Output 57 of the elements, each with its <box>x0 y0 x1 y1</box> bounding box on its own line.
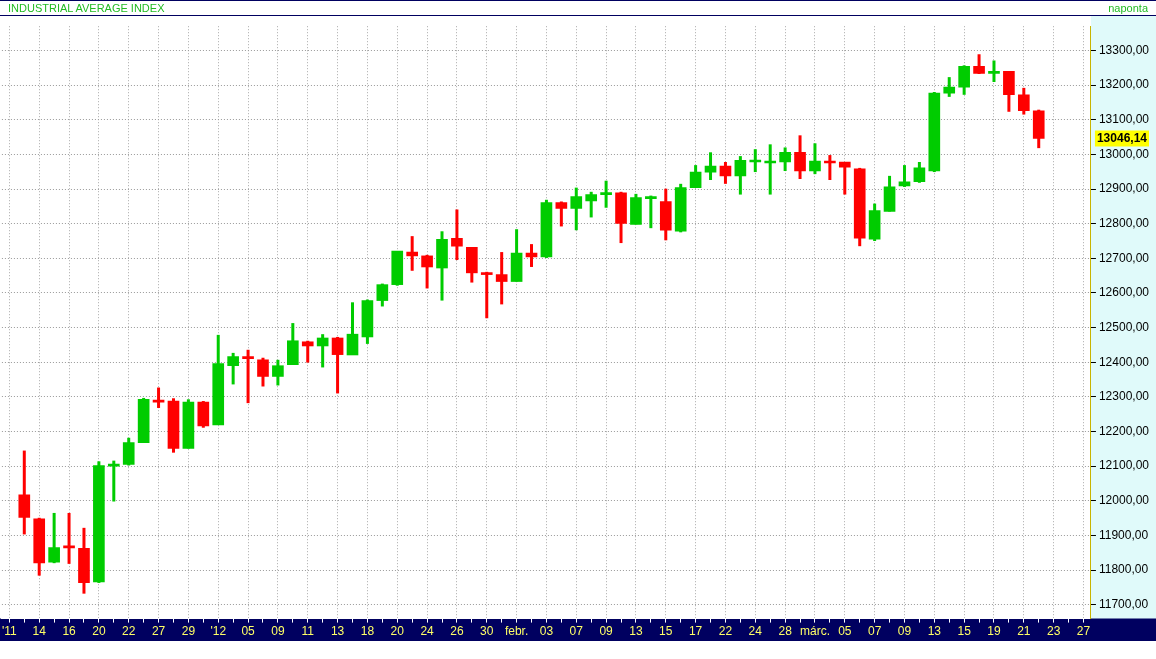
x-tick-label: 22 <box>718 624 733 639</box>
x-tick-label: 14 <box>32 624 47 639</box>
x-tick-label: 17 <box>688 624 703 639</box>
x-tick-label: '11 <box>2 624 18 639</box>
y-tick-label: 13000,00 <box>1098 146 1150 161</box>
x-tick-label: 30 <box>480 624 494 639</box>
y-tick-label: 13300,00 <box>1098 42 1150 57</box>
x-tick-label: 27 <box>151 624 166 639</box>
y-tick-label: 12200,00 <box>1098 423 1150 438</box>
y-tick-label: 12300,00 <box>1098 389 1150 404</box>
y-tick-label: 13200,00 <box>1098 77 1150 92</box>
y-tick-label: 11800,00 <box>1098 562 1149 577</box>
x-tick-label: febr. <box>504 624 529 639</box>
text: naponta <box>1108 2 1148 14</box>
y-tick-label: 12100,00 <box>1098 458 1150 473</box>
x-tick-label: 13 <box>927 624 942 639</box>
x-tick-label: 07 <box>569 624 584 639</box>
y-tick-label: 12800,00 <box>1098 215 1150 230</box>
x-tick-label: 16 <box>62 624 77 639</box>
x-tick-label: 24 <box>748 624 763 639</box>
x-tick-label: 05 <box>838 624 852 639</box>
y-tick-label: 12600,00 <box>1098 285 1150 300</box>
y-tick-label: 12500,00 <box>1098 319 1150 334</box>
x-tick-label: 22 <box>122 624 136 639</box>
chart-title: INDUSTRIAL AVERAGE INDEX <box>8 2 165 14</box>
x-tick-label: 24 <box>420 624 435 639</box>
x-tick-label: 28 <box>778 624 793 639</box>
x-tick-label: 15 <box>957 624 972 639</box>
x-tick-label: '12 <box>210 624 227 639</box>
x-tick-label: 20 <box>92 624 106 639</box>
x-tick-label: 05 <box>241 624 256 639</box>
y-tick-label: 13100,00 <box>1098 112 1150 127</box>
x-tick-label: márc. <box>799 624 830 639</box>
x-tick-label: 15 <box>659 624 673 639</box>
x-tick-label: 13 <box>330 624 345 639</box>
x-tick-label: 09 <box>897 624 912 639</box>
y-tick-label: 12400,00 <box>1098 354 1150 369</box>
x-tick-label: 09 <box>271 624 285 639</box>
x-tick-label: 20 <box>390 624 405 639</box>
y-tick-label: 12000,00 <box>1098 493 1150 508</box>
x-tick-label: 11 <box>301 624 315 639</box>
x-tick-label: 07 <box>867 624 882 639</box>
x-tick-label: 27 <box>1076 624 1091 639</box>
x-tick-label: 13 <box>629 624 643 639</box>
x-tick-label: 09 <box>599 624 614 639</box>
x-tick-label: 21 <box>1017 624 1031 639</box>
x-tick-label: 23 <box>1046 624 1061 639</box>
x-tick-label: 03 <box>539 624 554 639</box>
text: 13046,14 <box>1096 130 1148 145</box>
y-tick-label: 11700,00 <box>1098 597 1149 612</box>
x-tick-label: 26 <box>450 624 464 639</box>
y-tick-label: 11900,00 <box>1098 527 1149 542</box>
x-tick-label: 18 <box>360 624 375 639</box>
x-tick-label: 19 <box>987 624 1001 639</box>
x-tick-label: 29 <box>181 624 196 639</box>
y-tick-label: 12900,00 <box>1098 181 1150 196</box>
y-tick-label: 12700,00 <box>1098 250 1150 265</box>
